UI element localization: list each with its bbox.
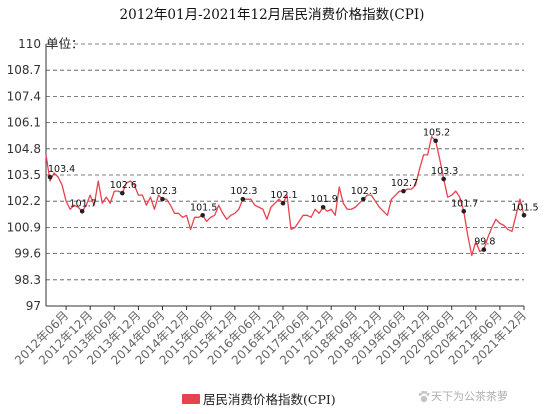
data-labels: 103.4 101.7 102.6 102.3 101.5 102.3 102.1 101.9… [47, 128, 539, 252]
data-point [280, 200, 286, 206]
x-tick-labels: 2012年06月2012年12月2013年06月2013年12月2014年06月… [12, 306, 529, 367]
watermark-text: 天下为公茶茶萝 [431, 390, 508, 403]
y-tick-label: 100.9 [7, 220, 41, 234]
y-tick-label: 99.6 [14, 247, 41, 261]
data-label: 102.3 [230, 186, 257, 197]
legend[interactable]: 居民消费价格指数(CPI) [182, 392, 336, 407]
data-point [160, 196, 165, 202]
data-label: 99.8 [474, 237, 495, 248]
data-label: 101.9 [311, 194, 338, 205]
legend-swatch [182, 394, 200, 404]
data-point [200, 213, 205, 218]
y-tick-labels: 97 98.3 99.6 100.9 102.2 103.5 104.8 106.1 107.4… [7, 37, 41, 313]
y-tick-label: 102.2 [7, 194, 41, 208]
series [45, 136, 525, 257]
data-label: 103.4 [48, 164, 75, 175]
data-label: 102.3 [150, 186, 177, 197]
y-tick-label: 106.1 [7, 116, 41, 130]
data-point [441, 176, 446, 182]
data-point [320, 204, 326, 210]
data-label: 101.5 [511, 202, 538, 213]
y-tick-label: 98.3 [14, 273, 41, 287]
data-point [79, 208, 85, 214]
data-label: 102.1 [270, 190, 297, 201]
data-point [361, 196, 366, 202]
data-point [481, 247, 487, 252]
gridlines [46, 43, 524, 307]
data-point [240, 196, 246, 202]
chart-title: 2012年01月-2021年12月居民消费价格指数(CPI) [120, 7, 425, 23]
series-line [45, 136, 525, 257]
y-tick-label: 104.8 [7, 142, 41, 156]
data-label: 103.3 [431, 166, 458, 177]
data-label: 101.7 [451, 198, 478, 209]
y-tick-label: 97 [26, 299, 41, 313]
data-point [401, 188, 406, 194]
data-point [433, 138, 438, 144]
y-tick-label: 108.7 [7, 63, 41, 77]
data-point [120, 190, 125, 196]
paw-icon [418, 390, 430, 403]
axes [45, 44, 524, 307]
legend-label: 居民消费价格指数(CPI) [203, 392, 336, 407]
data-label: 101.7 [70, 198, 97, 209]
data-point [461, 208, 467, 214]
watermark: 天下为公茶茶萝 [418, 390, 508, 403]
data-label: 101.5 [190, 202, 217, 213]
y-axis-title: 单位： [46, 36, 84, 51]
y-tick-label: 110 [18, 37, 41, 51]
y-tick-label: 107.4 [7, 89, 41, 103]
data-label: 102.3 [351, 186, 378, 197]
data-label: 105.2 [423, 128, 450, 139]
data-label: 102.7 [391, 178, 418, 189]
data-label: 102.6 [110, 180, 137, 191]
data-point [47, 174, 53, 180]
y-tick-label: 103.5 [7, 168, 41, 182]
data-point [521, 213, 527, 218]
